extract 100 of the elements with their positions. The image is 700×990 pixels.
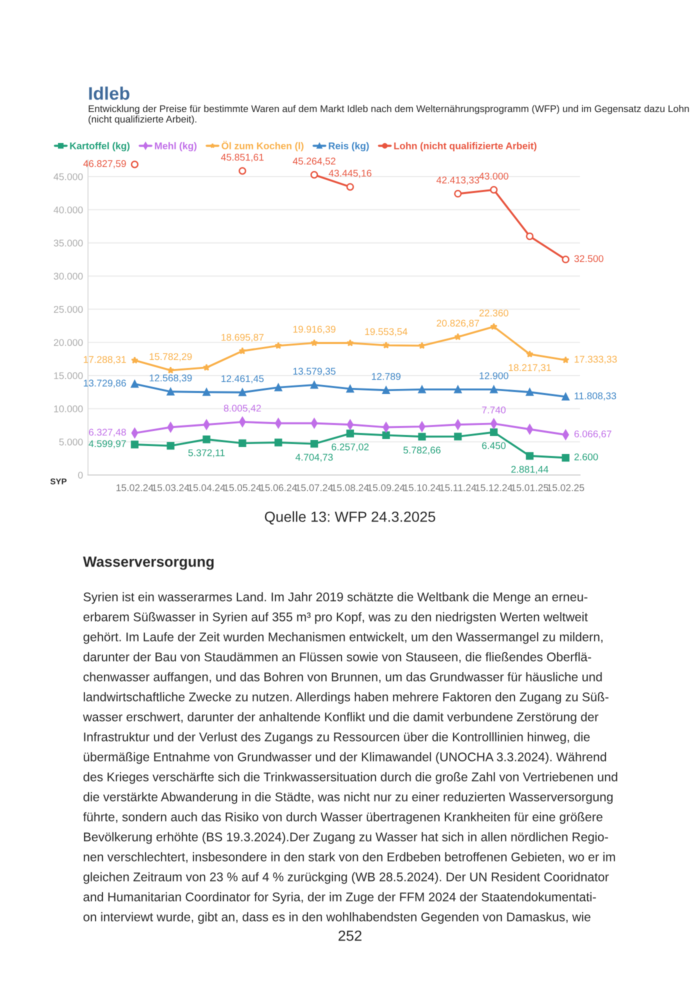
text: landwirtschaftliche Zwecke zu nutzen. Allerdings haben mehrere Faktoren den Zugang zu Süß- bbox=[84, 692, 608, 704]
data-label: 17.288,31 bbox=[84, 356, 126, 364]
point bbox=[418, 432, 426, 440]
text: übermäßige Entnahme von Grundwasser und der Klimawandel (UNOCHA 3.3.2024). Während bbox=[84, 752, 606, 764]
data-label: 22.360 bbox=[479, 310, 508, 316]
y-tick-label: 5.000 bbox=[59, 438, 83, 446]
point bbox=[202, 388, 210, 396]
x-tick-label: 15.01.25 bbox=[512, 484, 548, 492]
point bbox=[382, 431, 390, 440]
text: erbarem Süßwasser in Syrien auf 355 m³ pro Kopf, was zu den niedrigsten Werten weltweit bbox=[84, 612, 588, 624]
legend-label: Mehl (kg) bbox=[154, 142, 196, 152]
y-tick-label: 20.000 bbox=[54, 339, 83, 346]
data-label: 5.782,66 bbox=[403, 446, 440, 455]
text: chenwasser auffangen, und das Bohren von Brunnen, um das Grundwasser für häusliche und bbox=[84, 672, 602, 684]
data-label: 12.568,39 bbox=[150, 374, 192, 383]
point bbox=[346, 183, 354, 191]
y-tick-label: 0 bbox=[78, 472, 83, 479]
data-label: 2.600 bbox=[574, 453, 598, 460]
text: and Humanitarian Coordinator for Syria, der im Zuge der FFM 2024 der Staatendokumentati- bbox=[84, 892, 596, 904]
point bbox=[382, 342, 390, 349]
text: darunter der Bau von Staudämmen an Flüssen sowie von Stauseen, die fließendes Oberflä- bbox=[84, 652, 592, 663]
data-label: 6.066,67 bbox=[574, 430, 612, 439]
point bbox=[274, 342, 282, 349]
x-tick-label: 15.08.24 bbox=[332, 484, 369, 492]
point bbox=[166, 442, 174, 450]
legend-label: Reis (kg) bbox=[328, 142, 369, 152]
x-tick-label: 15.05.24 bbox=[224, 484, 262, 492]
y-tick-label: 45.000 bbox=[54, 173, 83, 180]
point bbox=[526, 232, 534, 240]
data-label: 19.916,39 bbox=[293, 326, 336, 334]
point bbox=[274, 418, 282, 428]
point bbox=[131, 356, 138, 364]
data-label: 42.413,33 bbox=[436, 176, 480, 185]
x-tick-label: 15.10.24 bbox=[404, 484, 441, 492]
point bbox=[202, 436, 210, 444]
data-label: 45.264,52 bbox=[292, 158, 336, 166]
point bbox=[166, 366, 174, 374]
point bbox=[490, 186, 498, 194]
point bbox=[454, 190, 462, 198]
point bbox=[526, 424, 534, 434]
text: 252 bbox=[338, 930, 362, 941]
point bbox=[454, 333, 462, 340]
data-label: 11.808,33 bbox=[574, 392, 616, 400]
point bbox=[130, 440, 139, 448]
data-label: 6.257,02 bbox=[332, 443, 369, 452]
point bbox=[526, 452, 534, 460]
y-tick-label: 15.000 bbox=[54, 372, 83, 380]
data-label: 12.461,45 bbox=[222, 375, 264, 384]
point bbox=[490, 322, 498, 330]
point bbox=[274, 438, 282, 446]
point bbox=[562, 454, 570, 462]
data-label: 13.579,35 bbox=[293, 368, 336, 376]
data-label: 19.553,54 bbox=[365, 328, 408, 336]
text: nen verschlechtert, insbesondere in den stark von den Erdbeben betroffenen Gebieten, wo er im bbox=[84, 852, 615, 863]
data-label: 46.827,59 bbox=[83, 160, 126, 168]
point bbox=[562, 356, 570, 364]
point bbox=[454, 386, 462, 394]
y-tick-label: 10.000 bbox=[54, 405, 83, 412]
data-label: 4.704,73 bbox=[296, 454, 333, 462]
point bbox=[382, 386, 390, 394]
data-label: 20.826,87 bbox=[436, 320, 480, 328]
point bbox=[490, 428, 498, 436]
y-tick-label: 40.000 bbox=[54, 206, 83, 214]
data-label: 12.900 bbox=[480, 372, 508, 380]
point bbox=[418, 342, 426, 349]
data-label: 32.500 bbox=[574, 255, 604, 262]
text: Syrien ist ein wasserarmes Land. Im Jahr 2019 schätzte die Weltbank die Menge an erneu- bbox=[84, 592, 588, 604]
point bbox=[526, 350, 534, 358]
text: Infrastruktur und der Verlust des Zugangs zu Ressourcen über die Kontrolllinien hinweg, die bbox=[84, 732, 590, 744]
y-axis-title: SYP bbox=[50, 478, 67, 484]
text: gleichen Zeitraum von 23 % auf 4 % zurückging (WB 28.5.2024). Der UN Resident Cooridnator bbox=[84, 872, 609, 884]
data-label: 43.445,16 bbox=[328, 170, 372, 178]
y-tick-label: 25.000 bbox=[54, 306, 83, 313]
data-label: 8.005,42 bbox=[224, 404, 261, 413]
x-tick-label: 15.03.24 bbox=[152, 484, 190, 492]
data-label: 12.789 bbox=[372, 373, 400, 380]
legend-label: Öl zum Kochen (l) bbox=[222, 140, 304, 152]
point bbox=[526, 388, 534, 396]
point bbox=[346, 384, 354, 393]
x-tick-label: 15.09.24 bbox=[368, 484, 405, 492]
chart-subtitle: Entwicklung der Preise für bestimmte Waren auf dem Markt Idleb nach dem Welternährungsprogramm (WFP) und im Gegensatz dazu Lohn (nicht qualifizierte Arbeit). bbox=[88, 105, 689, 125]
x-tick-label: 15.06.24 bbox=[260, 484, 297, 492]
text: die verstärkte Abwanderung in die Städte, was nicht nur zu einer reduzierten Wasserversorgung bbox=[84, 792, 613, 804]
data-label: 18.695,87 bbox=[222, 334, 264, 342]
point bbox=[346, 339, 354, 346]
legend-label: Kartoffel (kg) bbox=[70, 142, 130, 152]
data-label: 43.000 bbox=[479, 172, 508, 180]
text: wasser erschwert, darunter der anhaltende Konflikt und die damit verbundene Zerstörung der bbox=[82, 712, 598, 724]
point bbox=[166, 388, 174, 396]
point bbox=[418, 386, 426, 394]
point bbox=[238, 439, 246, 447]
point bbox=[346, 430, 354, 438]
data-label: 45.851,61 bbox=[221, 154, 264, 162]
x-tick-label: 15.02.25 bbox=[547, 484, 584, 492]
point bbox=[310, 440, 318, 448]
text: Bevölkerung erhöhte (BS 19.3.2024).Der Zugang zu Wasser hat sich in allen nördlichen Regio- bbox=[84, 832, 608, 844]
point bbox=[238, 167, 246, 175]
point bbox=[310, 381, 318, 389]
chart-title: Idleb bbox=[89, 86, 130, 100]
text: on interviewt wurde, gibt an, dass es in den wohlhabendsten Gegenden von Damaskus, wie bbox=[84, 912, 590, 924]
